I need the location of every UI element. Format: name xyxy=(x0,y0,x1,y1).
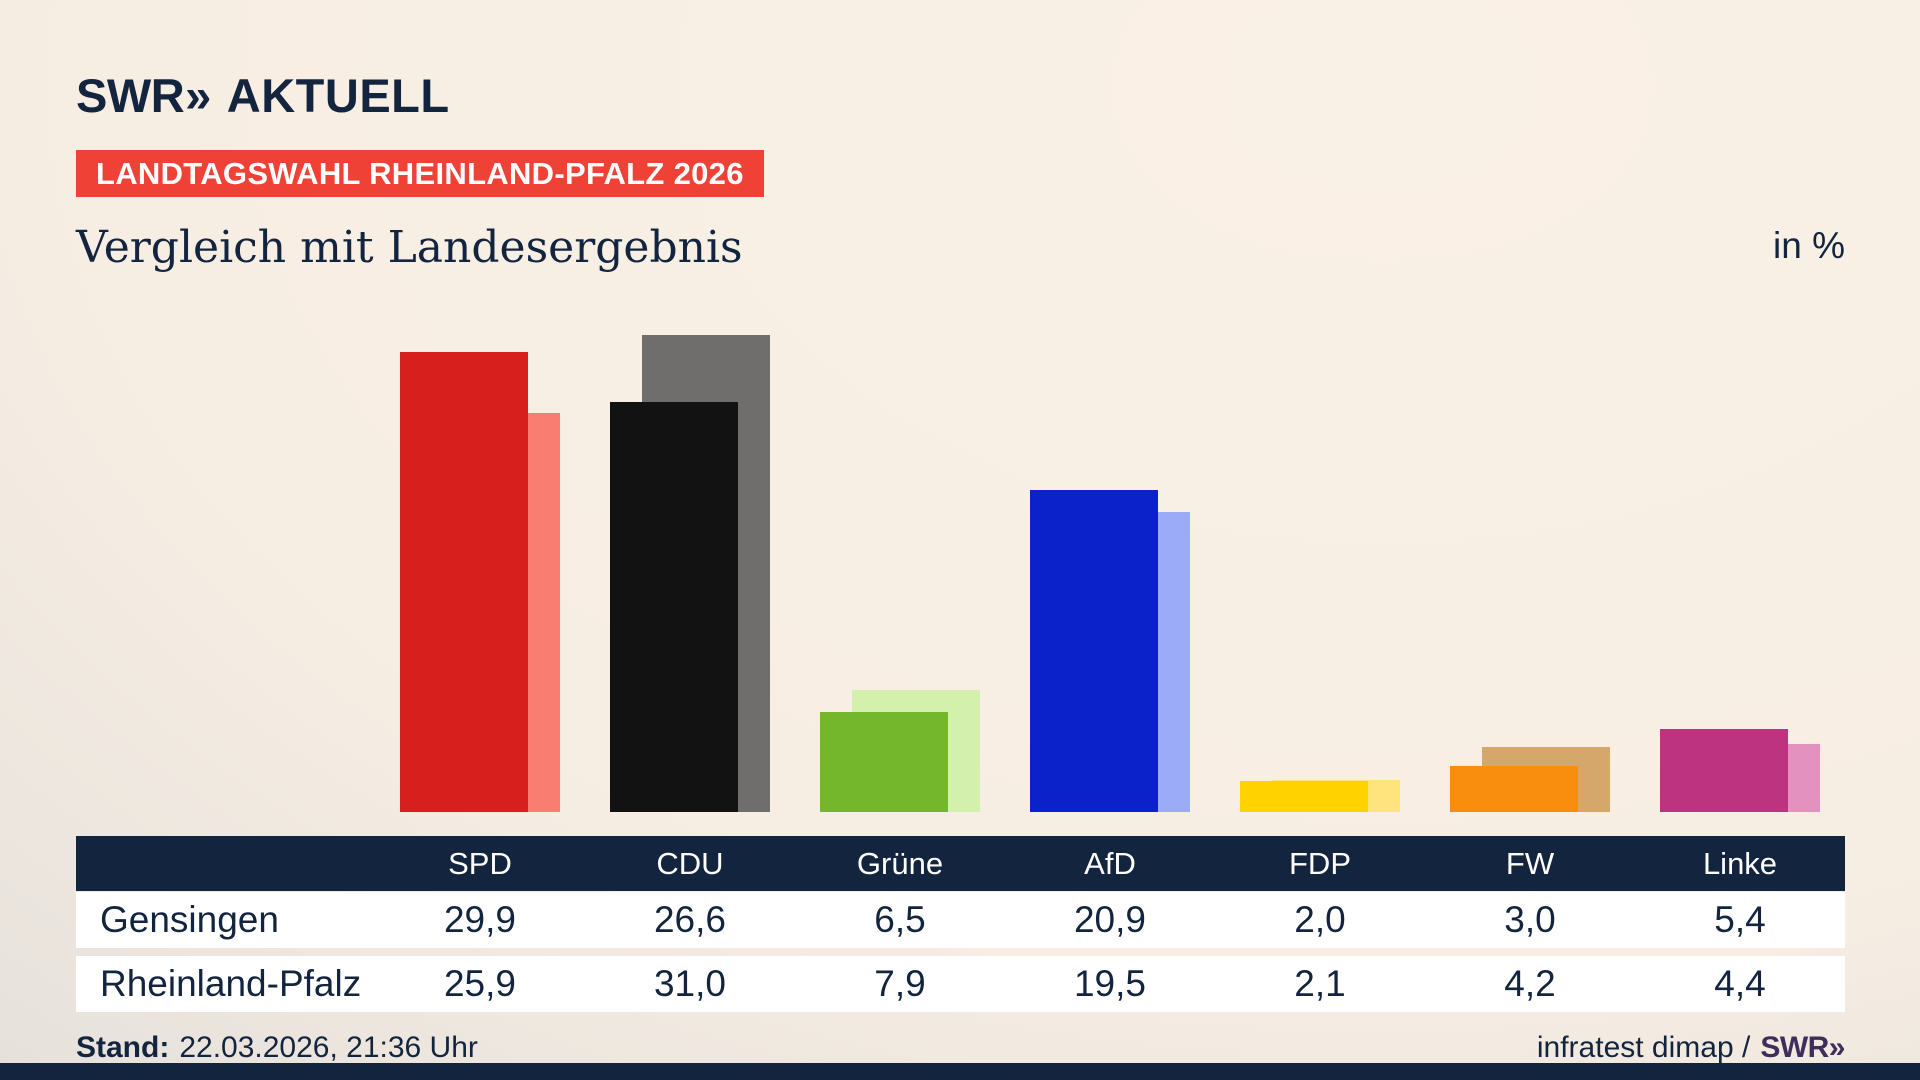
value-Rheinland-Pfalz-Linke: 4,4 xyxy=(1714,963,1766,1004)
logo-swr-text: SWR xyxy=(76,69,185,122)
bar-FDP-gensingen xyxy=(1240,781,1368,812)
row-label-Gensingen: Gensingen xyxy=(100,899,279,940)
bar-chart xyxy=(400,335,1820,812)
bar-Grüne-gensingen xyxy=(820,712,948,812)
table-header-FW: FW xyxy=(1505,846,1555,881)
logo-aktuell-text: AKTUELL xyxy=(226,69,450,122)
bar-FW-gensingen xyxy=(1450,766,1578,812)
election-badge: LANDTAGSWAHL RHEINLAND-PFALZ 2026 xyxy=(76,150,764,197)
value-Rheinland-Pfalz-FW: 4,2 xyxy=(1504,963,1556,1004)
bar-Linke-gensingen xyxy=(1660,729,1788,812)
bar-AfD-gensingen xyxy=(1030,490,1158,812)
value-Rheinland-Pfalz-CDU: 31,0 xyxy=(653,963,726,1004)
results-table: SPD CDU Grüne AfD FDP FW Linke Gensingen 29,9 26,… xyxy=(76,836,1845,1020)
unit-label: in % xyxy=(1773,225,1845,266)
table-header-CDU: CDU xyxy=(656,846,724,881)
title-row: Vergleich mit Landesergebnis in % xyxy=(76,222,1845,273)
bottom-navy-bar xyxy=(0,1063,1920,1080)
value-Gensingen-AfD: 20,9 xyxy=(1073,899,1146,940)
table-header-Linke: Linke xyxy=(1702,846,1778,881)
table-header-SPD: SPD xyxy=(448,846,512,881)
source-text: infratest dimap / xyxy=(1536,1031,1751,1064)
row-label-Rheinland-Pfalz: Rheinland-Pfalz xyxy=(100,963,362,1004)
value-Rheinland-Pfalz-SPD: 25,9 xyxy=(443,963,516,1004)
table-header-empty xyxy=(76,836,375,891)
bar-SPD-gensingen xyxy=(400,352,528,812)
value-Gensingen-FW: 3,0 xyxy=(1504,899,1556,940)
value-Rheinland-Pfalz-AfD: 19,5 xyxy=(1073,963,1146,1004)
stand-label: Stand: xyxy=(76,1031,170,1064)
stand-timestamp: Stand: 22.03.2026, 21:36 Uhr xyxy=(76,1031,478,1065)
stand-value: 22.03.2026, 21:36 Uhr xyxy=(179,1031,478,1064)
table-header-FDP: FDP xyxy=(1289,846,1351,881)
table-header-row: SPD CDU Grüne AfD FDP FW Linke xyxy=(76,836,1845,891)
value-Gensingen-Grüne: 6,5 xyxy=(874,899,926,940)
chart-title: Vergleich mit Landesergebnis xyxy=(76,222,743,273)
logo-chevron-icon: » xyxy=(185,69,211,122)
value-Rheinland-Pfalz-FDP: 2,1 xyxy=(1294,963,1346,1004)
table-row-Rheinland-Pfalz: Rheinland-Pfalz 25,9 31,0 7,9 19,5 2,1 4,2 4,4 xyxy=(76,956,1845,1012)
value-Gensingen-CDU: 26,6 xyxy=(653,899,726,940)
value-Gensingen-Linke: 5,4 xyxy=(1714,899,1766,940)
bar-CDU-gensingen xyxy=(610,402,738,812)
table-header-AfD: AfD xyxy=(1084,846,1136,881)
source-credit: infratest dimap / SWR» xyxy=(1536,1031,1846,1065)
value-Gensingen-SPD: 29,9 xyxy=(443,899,516,940)
swr-aktuell-logo: SWR» AKTUELL xyxy=(76,68,450,123)
value-Rheinland-Pfalz-Grüne: 7,9 xyxy=(874,963,926,1004)
value-Gensingen-FDP: 2,0 xyxy=(1294,899,1346,940)
footer-swr-logo: SWR» xyxy=(1760,1031,1845,1064)
table-row-Gensingen: Gensingen 29,9 26,6 6,5 20,9 2,0 3,0 5,4 xyxy=(76,892,1845,948)
table-header-Grüne: Grüne xyxy=(856,846,944,881)
